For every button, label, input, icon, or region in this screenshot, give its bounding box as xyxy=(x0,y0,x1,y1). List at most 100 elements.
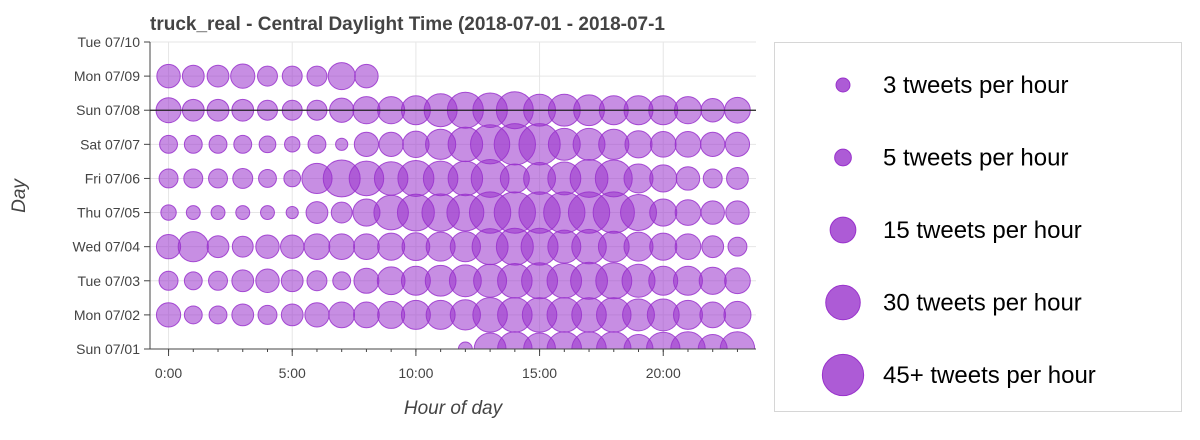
tweet-dot xyxy=(159,134,178,154)
tweet-dot xyxy=(700,131,726,157)
tweet-dot xyxy=(377,232,406,261)
tweet-dot xyxy=(727,236,748,257)
legend-dot xyxy=(821,353,865,397)
tweet-dot xyxy=(183,305,203,325)
chart-title: truck_real - Central Daylight Time (2018… xyxy=(150,14,665,35)
tweet-dot xyxy=(335,137,349,151)
tweet-dot xyxy=(649,232,678,261)
tweet-dot xyxy=(158,270,179,291)
tweet-dot xyxy=(260,205,275,221)
legend-dot xyxy=(834,148,852,167)
tweet-dot xyxy=(674,199,702,226)
tweet-dot xyxy=(328,301,356,329)
tweet-dot xyxy=(675,166,701,191)
tweet-dot xyxy=(702,168,723,189)
tweet-dot xyxy=(183,134,203,154)
tweet-dot xyxy=(623,231,654,262)
tweet-dot xyxy=(670,331,706,349)
y-tick-label: Tue 07/03 xyxy=(77,273,140,289)
legend-label: 5 tweets per hour xyxy=(883,145,1068,172)
tweet-dot xyxy=(208,270,228,291)
tweet-dot xyxy=(160,204,177,221)
tweet-dot xyxy=(183,168,204,189)
tweet-dot xyxy=(353,131,380,157)
tweet-dot xyxy=(701,235,725,259)
tweet-dot xyxy=(719,331,756,349)
legend-dot xyxy=(825,284,861,321)
tweet-dot xyxy=(255,268,280,294)
tweet-dot xyxy=(185,205,201,221)
tweet-dot xyxy=(353,301,380,329)
tweet-dot xyxy=(208,305,228,325)
tweet-dot xyxy=(401,232,431,262)
tweet-dot xyxy=(304,302,330,328)
tweet-dot xyxy=(307,134,327,154)
y-tick-label: Wed 07/04 xyxy=(73,239,141,255)
legend: 3 tweets per hour 5 tweets per hour 15 twe… xyxy=(774,42,1182,412)
tweet-dot xyxy=(724,267,751,295)
tweet-dot xyxy=(457,341,473,349)
tweet-dot xyxy=(208,134,228,154)
y-tick-label: Fri 07/06 xyxy=(85,170,140,186)
x-tick-label: 15:00 xyxy=(522,365,557,381)
legend-label: 15 tweets per hour xyxy=(883,217,1082,244)
tweet-dot xyxy=(233,134,253,154)
tweet-dot xyxy=(303,233,331,261)
tweet-dot xyxy=(257,65,278,87)
tweet-dot xyxy=(330,201,353,224)
tweet-dot xyxy=(723,300,752,329)
y-tick-label: Sun 07/08 xyxy=(76,102,140,118)
tweet-dot xyxy=(210,205,226,221)
tweet-dot xyxy=(235,205,251,221)
tweet-dot xyxy=(280,303,304,327)
x-tick-label: 10:00 xyxy=(398,365,433,381)
tweet-dot xyxy=(672,299,703,330)
tweet-dots xyxy=(155,62,756,349)
y-tick-label: Mon 07/02 xyxy=(74,307,140,323)
legend-dot xyxy=(829,216,857,244)
y-tick-label: Thu 07/05 xyxy=(77,205,140,221)
x-axis-label: Hour of day xyxy=(404,398,504,419)
tweet-dot xyxy=(208,168,228,189)
tweet-dot xyxy=(230,63,256,89)
legend-entries: 3 tweets per hour 5 tweets per hour 15 twe… xyxy=(821,72,1096,397)
tweet-dot xyxy=(332,271,352,291)
tweet-dot xyxy=(674,233,702,261)
tweet-dot xyxy=(377,300,406,329)
tweet-dot xyxy=(306,65,328,87)
tweet-dot xyxy=(649,130,677,158)
y-tick-label: Sun 07/01 xyxy=(76,341,140,357)
tweet-dot xyxy=(598,128,630,160)
tweet-dot xyxy=(624,130,653,159)
tweet-dot xyxy=(155,302,182,328)
tweet-dot xyxy=(231,269,255,293)
tweet-dot xyxy=(257,304,278,325)
tweet-dot xyxy=(623,163,654,194)
axes: Sun 07/01 Mon 07/02 Tue 07/03 Wed 07/04 Thu … xyxy=(73,34,756,381)
tweet-dot xyxy=(328,233,356,261)
tweet-dot xyxy=(354,63,379,89)
tweet-dot xyxy=(283,169,302,188)
tweet-dot xyxy=(306,270,328,292)
tweet-dot xyxy=(649,164,678,193)
x-tick-label: 20:00 xyxy=(646,365,681,381)
tweet-dot xyxy=(327,62,356,91)
tweet-dot xyxy=(726,167,749,190)
tweet-dot xyxy=(206,64,230,88)
tweet-dot xyxy=(699,301,727,329)
legend-dot xyxy=(835,77,851,93)
tweet-dot xyxy=(231,303,255,327)
y-tick-label: Sat 07/07 xyxy=(80,136,140,152)
tweet-dot xyxy=(158,168,179,189)
tweet-dot xyxy=(353,233,380,261)
tweet-dot xyxy=(281,65,303,87)
tweet-dot xyxy=(255,234,280,259)
tweet-dot xyxy=(284,136,301,153)
x-tick-label: 0:00 xyxy=(155,365,182,381)
tweet-dot xyxy=(376,266,406,296)
tweet-dot xyxy=(258,135,277,154)
legend-label: 45+ tweets per hour xyxy=(883,362,1096,389)
tweet-dot xyxy=(183,271,203,291)
tweet-dot xyxy=(258,169,277,188)
